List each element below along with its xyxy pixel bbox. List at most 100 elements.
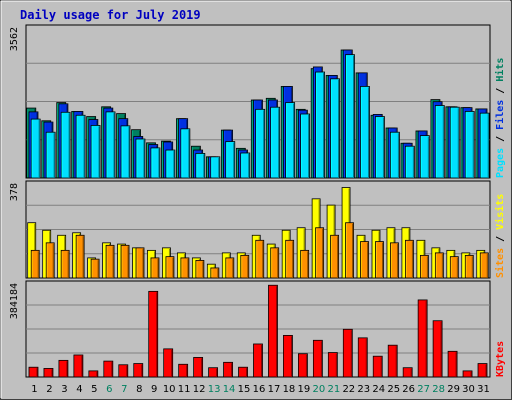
bar-pages-day-23-face bbox=[360, 86, 370, 179]
bar-sites-day-21 bbox=[330, 234, 339, 279]
x-tick-label: 25 bbox=[387, 384, 400, 395]
x-tick-label: 11 bbox=[178, 384, 191, 395]
bar-pages-day-25-face bbox=[390, 131, 400, 179]
bar-kbytes-day-11 bbox=[178, 363, 189, 378]
bar-sites-day-8 bbox=[135, 247, 145, 279]
bar-sites-day-2-face bbox=[45, 242, 55, 279]
x-tick-label: 28 bbox=[432, 384, 445, 395]
x-tick-label: 21 bbox=[327, 384, 340, 395]
bar-pages-day-6 bbox=[105, 111, 116, 179]
bar-sites-day-8-face bbox=[135, 247, 145, 279]
bar-sites-day-11-face bbox=[180, 257, 190, 279]
bar-kbytes-day-7 bbox=[118, 364, 129, 378]
bar-kbytes-day-8-face bbox=[133, 363, 144, 378]
bar-kbytes-day-27-face bbox=[417, 299, 428, 378]
bar-sites-day-23-face bbox=[360, 241, 369, 279]
bar-sites-day-28-face bbox=[434, 252, 444, 279]
bar-pages-day-3-face bbox=[60, 111, 71, 179]
bar-pages-day-18 bbox=[285, 102, 296, 179]
bar-pages-day-29 bbox=[449, 106, 460, 179]
x-tick-label: 1 bbox=[31, 384, 37, 395]
bar-pages-day-1 bbox=[30, 118, 41, 179]
bar-pages-day-30 bbox=[464, 111, 475, 179]
bar-kbytes-day-8 bbox=[133, 363, 144, 378]
bar-pages-day-8 bbox=[135, 138, 146, 179]
bar-kbytes-day-2-face bbox=[43, 368, 54, 378]
bar-pages-day-31 bbox=[479, 112, 490, 179]
bar-pages-day-19 bbox=[300, 113, 311, 179]
bar-pages-day-16-face bbox=[255, 108, 266, 179]
bar-sites-day-10 bbox=[165, 256, 175, 279]
bar-pages-day-23 bbox=[360, 86, 370, 179]
bar-sites-day-22 bbox=[345, 222, 354, 279]
bar-sites-day-4 bbox=[75, 234, 85, 279]
bar-pages-day-10 bbox=[165, 149, 176, 179]
x-tick-label: 6 bbox=[106, 384, 112, 395]
bar-sites-day-9-face bbox=[150, 257, 160, 279]
bar-pages-day-8-face bbox=[135, 138, 146, 179]
bar-kbytes-day-2 bbox=[43, 368, 54, 378]
bar-pages-day-21-face bbox=[330, 78, 340, 179]
chart-panels: 3562 Pages / Files / Hits 378 Sites / Visit… bbox=[9, 24, 506, 378]
x-tick-label: 19 bbox=[298, 384, 311, 395]
bar-kbytes-day-20-face bbox=[312, 339, 323, 378]
bar-kbytes-day-17 bbox=[268, 284, 278, 378]
bar-sites-day-19-face bbox=[300, 249, 310, 279]
legend: KBytes bbox=[495, 341, 506, 377]
legend: Sites / Visits bbox=[494, 194, 506, 278]
x-axis-labels: 1 2 3 4 5 6 7 8 9 10 11 12 13 14 15 16 17 18 19 20 21 22 23 24 2… bbox=[31, 384, 490, 395]
bar-pages-day-22 bbox=[345, 54, 355, 179]
bar-sites-day-14 bbox=[225, 257, 235, 279]
bar-sites-day-5 bbox=[90, 258, 100, 279]
bar-sites-day-25-face bbox=[390, 242, 399, 279]
bar-sites-day-10-face bbox=[165, 256, 175, 279]
bar-sites-day-4-face bbox=[75, 234, 85, 279]
bar-kbytes-day-15 bbox=[238, 366, 248, 378]
x-tick-label: 27 bbox=[417, 384, 430, 395]
bar-sites-day-19 bbox=[300, 249, 310, 279]
bar-sites-day-13 bbox=[210, 267, 220, 279]
x-tick-label: 22 bbox=[342, 384, 355, 395]
bar-kbytes-day-25 bbox=[387, 344, 398, 378]
bar-kbytes-day-16 bbox=[253, 343, 263, 378]
bar-sites-day-20 bbox=[315, 227, 325, 279]
legend-entry-kbytes: KBytes bbox=[495, 341, 506, 377]
bar-pages-day-24 bbox=[375, 116, 385, 179]
x-tick-label: 31 bbox=[477, 384, 490, 395]
bar-pages-day-2-face bbox=[45, 131, 56, 179]
bar-pages-day-29-face bbox=[449, 106, 460, 179]
x-tick-label: 5 bbox=[91, 384, 97, 395]
bar-sites-day-23 bbox=[360, 241, 369, 279]
bar-kbytes-day-24 bbox=[372, 355, 383, 378]
bar-sites-day-9 bbox=[150, 257, 160, 279]
x-tick-label: 16 bbox=[253, 384, 266, 395]
legend-entry-pages: Pages bbox=[495, 148, 506, 178]
x-tick-label: 20 bbox=[313, 384, 326, 395]
bar-sites-day-3-face bbox=[60, 249, 70, 279]
bar-kbytes-day-22-face bbox=[342, 328, 353, 378]
bar-pages-day-15-face bbox=[240, 152, 251, 179]
bar-kbytes-day-22 bbox=[342, 328, 353, 378]
bar-pages-day-26-face bbox=[404, 145, 415, 179]
bar-sites-day-12-face bbox=[195, 260, 205, 279]
chart-title: Daily usage for July 2019 bbox=[20, 8, 201, 22]
bar-pages-day-2 bbox=[45, 131, 56, 179]
bar-kbytes-day-23 bbox=[357, 337, 368, 378]
bar-sites-day-21-face bbox=[330, 234, 339, 279]
bar-pages-day-16 bbox=[255, 108, 266, 179]
bar-sites-day-29-face bbox=[449, 256, 459, 279]
bar-kbytes-day-5-face bbox=[88, 370, 99, 378]
bar-sites-day-31 bbox=[479, 252, 489, 279]
bar-kbytes-day-7-face bbox=[118, 364, 129, 378]
x-tick-label: 2 bbox=[46, 384, 52, 395]
bar-pages-day-14-face bbox=[225, 141, 236, 179]
bar-sites-day-2 bbox=[45, 242, 55, 279]
x-tick-label: 26 bbox=[402, 384, 415, 395]
bar-pages-day-14 bbox=[225, 141, 236, 179]
bar-kbytes-day-6 bbox=[103, 360, 114, 378]
bar-sites-day-13-face bbox=[210, 267, 220, 279]
bar-kbytes-day-9 bbox=[148, 290, 159, 378]
bar-pages-day-11 bbox=[180, 128, 191, 179]
bar-sites-day-27-face bbox=[419, 254, 429, 279]
